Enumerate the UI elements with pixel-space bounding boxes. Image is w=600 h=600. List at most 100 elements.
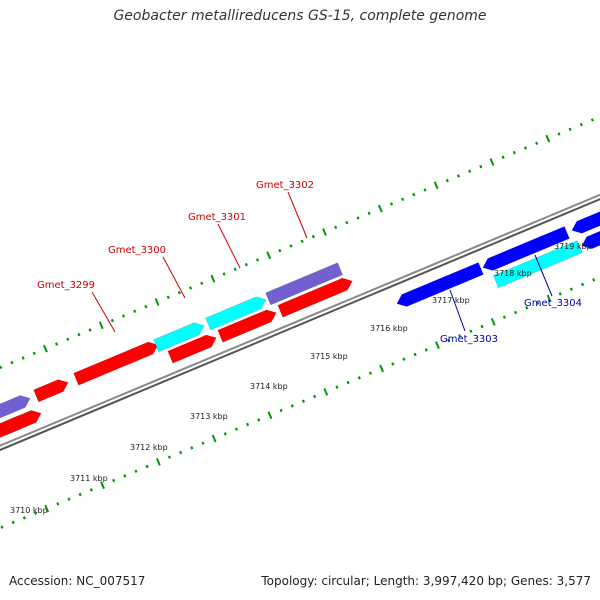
reverse-tick (435, 341, 440, 350)
forward-tick (356, 216, 360, 220)
forward-tick (0, 365, 3, 370)
forward-tick (501, 155, 505, 160)
forward-tick (77, 332, 81, 337)
kbp-label: 3712 kbp (130, 443, 168, 452)
gene-arrow (167, 334, 217, 364)
gene-leader-line (217, 223, 241, 269)
gene-arrow (277, 277, 353, 318)
reverse-tick (368, 371, 372, 375)
forward-tick (423, 188, 427, 192)
reverse-tick (413, 352, 417, 357)
gene-leader-line (91, 291, 116, 333)
reverse-tick (424, 348, 428, 352)
forward-tick (144, 304, 148, 309)
forward-tick (311, 234, 315, 239)
forward-tick (445, 178, 449, 183)
forward-tick (177, 290, 181, 295)
forward-tick (590, 118, 595, 122)
forward-tick (433, 181, 439, 190)
forward-tick (133, 309, 137, 314)
forward-tick (377, 204, 383, 213)
gene-leader-line (449, 289, 466, 332)
forward-tick (535, 141, 539, 146)
gene-arrow (493, 240, 583, 289)
map-title: Geobacter metallireducens GS-15, complet… (113, 8, 487, 24)
forward-tick (412, 192, 416, 197)
forward-tick (98, 321, 104, 330)
forward-tick (266, 251, 272, 260)
kbp-label: 3713 kbp (190, 412, 228, 421)
kbp-label: 3717 kbp (432, 296, 470, 305)
reverse-tick (67, 497, 71, 501)
reverse-tick (536, 301, 540, 305)
forward-tick (21, 356, 25, 360)
reverse-tick (267, 411, 273, 420)
gene-label: Gmet_3300 (108, 245, 166, 256)
forward-tick (244, 262, 248, 267)
forward-tick (300, 239, 304, 244)
gene-label: Gmet_3299 (37, 280, 95, 291)
reverse-tick (546, 294, 552, 303)
reverse-tick (279, 408, 283, 413)
kbp-label: 3718 kbp (494, 269, 532, 278)
gene-arrow (482, 226, 570, 271)
reverse-tick (179, 450, 183, 455)
kbp-label: 3715 kbp (310, 352, 348, 361)
gene-arrow (73, 341, 159, 386)
reverse-tick (44, 504, 50, 513)
forward-tick (110, 318, 114, 323)
forward-tick (401, 197, 405, 202)
reverse-tick (346, 380, 350, 385)
forward-tick (222, 272, 226, 276)
reverse-tick (469, 329, 473, 333)
reverse-tick (323, 387, 329, 396)
gene-arrow (0, 395, 31, 419)
reverse-tick (33, 511, 38, 515)
forward-tick (523, 146, 528, 150)
reverse-tick (447, 338, 451, 343)
forward-tick (568, 127, 572, 132)
reverse-tick (580, 282, 585, 287)
forward-tick (367, 211, 371, 216)
kbp-label: 3719 kbp (554, 242, 592, 251)
backbone-line (0, 193, 600, 447)
forward-tick (545, 134, 551, 143)
gene-arrow (571, 211, 600, 234)
forward-tick (512, 150, 516, 155)
kbp-label: 3710 kbp (10, 506, 48, 515)
reverse-tick (167, 455, 172, 459)
forward-tick (479, 164, 483, 169)
reverse-tick (22, 516, 26, 520)
forward-tick (489, 158, 495, 166)
reverse-tick (100, 481, 105, 490)
forward-tick (43, 344, 48, 353)
reverse-tick (112, 478, 116, 483)
reverse-tick (301, 399, 306, 403)
forward-tick (345, 220, 349, 225)
reverse-tick (379, 364, 384, 373)
reverse-tick (78, 492, 82, 497)
reverse-tick (391, 362, 395, 366)
forward-tick (278, 248, 282, 253)
forward-tick (233, 267, 237, 272)
gene-label: Gmet_3301 (188, 212, 246, 223)
reverse-tick (290, 404, 294, 408)
gene-arrow (581, 230, 600, 250)
forward-tick (154, 298, 160, 306)
accession-label: Accession: NC_007517 (9, 574, 146, 588)
forward-tick (66, 337, 70, 342)
backbone-line (0, 198, 600, 452)
reverse-tick (56, 502, 60, 506)
forward-tick (389, 202, 394, 206)
reverse-tick (558, 292, 562, 296)
reverse-tick (592, 278, 596, 282)
reverse-tick (514, 310, 518, 315)
forward-tick (122, 314, 126, 318)
forward-tick (468, 169, 472, 174)
reverse-tick (402, 357, 406, 361)
gene-arrow (217, 309, 277, 343)
reverse-tick (502, 315, 506, 319)
kbp-label: 3711 kbp (70, 474, 108, 483)
reverse-tick (145, 464, 149, 469)
